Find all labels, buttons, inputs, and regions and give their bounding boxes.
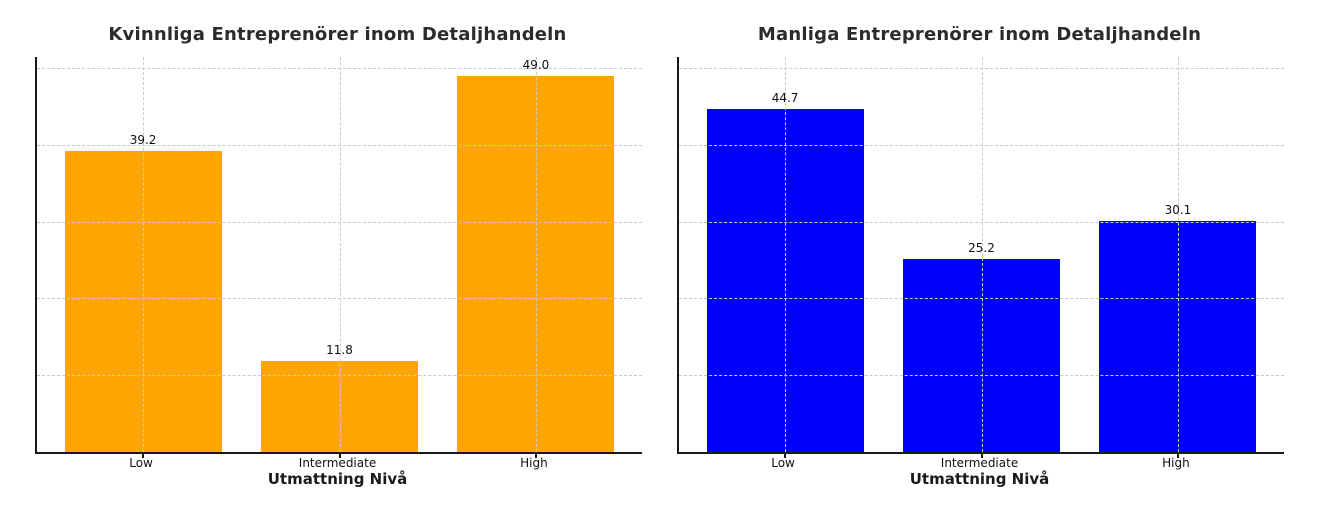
grid-line-vertical [535,57,537,452]
x-tick-mark [980,454,983,458]
grid-line-horizontal [679,68,1284,70]
bar-intermediate [902,258,1061,452]
grid-line-vertical [339,57,341,452]
grid-line-vertical [1177,57,1179,452]
x-tick-mark [338,454,341,458]
grid-line-horizontal [679,144,1284,146]
grid-line-horizontal [679,221,1284,223]
x-tick-label-intermediate: Intermediate [940,456,1019,470]
grid-line-vertical [785,57,787,452]
plot-area: 39.2 11.8 49.0 [35,57,642,458]
grid-line-vertical [143,57,145,452]
chart-male-entrepreneurs: Manliga Entreprenörer inom Detaljhandeln… [642,0,1317,527]
x-axis-label: Utmattning Nivå [909,470,1050,488]
chart-title: Manliga Entreprenörer inom Detaljhandeln [757,24,1202,45]
chart-female-entrepreneurs: Kvinnliga Entreprenörer inom Detaljhande… [0,0,658,527]
grid-line-horizontal [37,375,642,377]
x-tick-mark [534,454,537,458]
bar-intermediate [260,361,419,452]
grid-line-horizontal [37,144,642,146]
x-tick-mark [142,454,145,458]
grid-line-horizontal [37,68,642,70]
x-tick-label-low: Low [129,456,153,470]
bar-value-label: 39.2 [129,133,157,148]
bar-value-label: 44.7 [771,90,799,105]
x-tick-label-intermediate: Intermediate [298,456,377,470]
bar-value-label: 25.2 [968,240,995,255]
x-tick-label-high: High [1162,456,1190,470]
bar-high [457,75,615,452]
grid-line-horizontal [679,375,1284,377]
x-tick-label-high: High [520,456,548,470]
bar-high [1099,220,1257,452]
grid-line-vertical [981,57,983,452]
bar-value-label: 11.8 [326,343,353,358]
grid-line-horizontal [37,221,642,223]
x-tick-mark [784,454,787,458]
plot-area: 44.7 25.2 30.1 [677,57,1284,458]
grid-line-horizontal [37,298,642,300]
x-axis-label: Utmattning Nivå [267,470,408,488]
chart-title: Kvinnliga Entreprenörer inom Detaljhande… [108,24,567,45]
x-tick-mark [1176,454,1179,458]
x-tick-label-low: Low [771,456,795,470]
bar-value-label: 49.0 [522,57,550,72]
grid-line-horizontal [679,298,1284,300]
bar-value-label: 30.1 [1164,202,1192,217]
